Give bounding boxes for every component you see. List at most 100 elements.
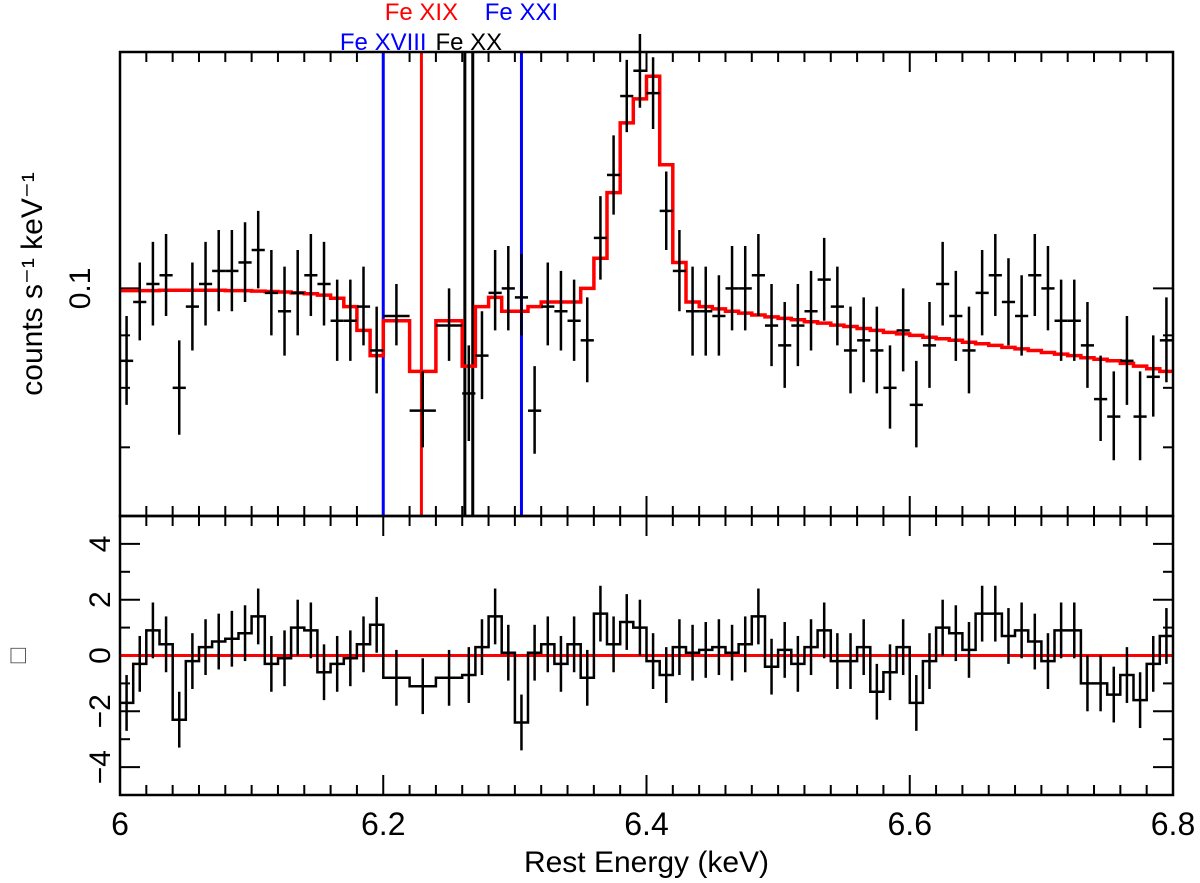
data-point [633,34,647,108]
data-point [409,371,436,448]
data-point [659,171,673,251]
ion-marker-label: Fe XIX [385,0,458,26]
residual-y-axis-label: □ [2,647,32,663]
data-point [567,279,581,361]
spectrum-y-axis-label: counts s⁻¹ keV⁻¹ [16,172,49,395]
ion-marker-label: Fe XXI [485,0,558,26]
data-point [699,266,713,356]
data-point [672,230,686,312]
residual-frame [118,514,1175,797]
data-point [1094,355,1108,442]
data-point [685,266,700,356]
data-point [1133,371,1147,461]
data-point [435,288,463,361]
y-tick-label: 0.1 [64,268,97,310]
data-point [738,245,752,331]
residual-step-curve [120,612,1173,724]
model-step-curve [120,74,1173,374]
data-point [936,241,950,326]
residual-panel: −4 −2 0 2 4 □ 6 6.2 6.4 6.6 6.8 Rest Energy (keV… [2,514,1195,879]
data-point [870,306,884,394]
data-point [120,315,134,405]
data-points [120,34,1173,461]
data-point [1146,335,1160,417]
data-point [541,262,555,346]
data-point [593,196,608,280]
data-point [620,59,634,133]
data-point [488,250,502,331]
data-point [251,210,265,289]
data-point [922,301,937,388]
data-point [1107,371,1121,461]
y-tick-label: −2 [84,694,117,728]
data-point [514,254,529,336]
data-point [383,283,410,346]
data-point [778,301,792,388]
x-tick-labels: 6 6.2 6.4 6.6 6.8 [111,806,1195,842]
data-point [988,233,1002,316]
data-point [764,283,779,367]
data-point [949,270,963,361]
data-point [1041,245,1055,331]
ion-marker-label: Fe XVIII [340,29,427,56]
model-spectrum [120,74,1173,374]
ion-marker-label: Fe XX [435,29,502,56]
x-tick-label: 6.6 [888,806,932,842]
data-point [580,297,594,383]
x-tick-label: 6.8 [1151,806,1195,842]
residual-data [120,585,1173,751]
x-axis-label: Rest Energy (keV) [524,846,769,879]
data-point [817,237,831,321]
y-tick-label: 0 [84,647,117,664]
data-point [343,279,357,361]
data-point [264,250,278,336]
ion-line-markers [381,52,523,516]
data-point [198,241,213,326]
data-point [1080,301,1095,388]
data-point [1054,279,1068,361]
data-point [462,345,476,442]
data-point [370,306,384,394]
data-point [607,135,621,215]
data-point [528,366,542,454]
data-point [291,250,305,336]
x-tick-label: 6 [111,806,129,842]
data-point [896,288,910,372]
data-point [712,275,726,356]
data-point [1001,258,1016,346]
residual-y-tick-labels: −4 −2 0 2 4 [84,536,117,785]
x-tick-label: 6.2 [361,806,405,842]
data-point [962,306,976,394]
data-point [883,345,897,429]
data-point [843,306,858,394]
x-tick-label: 6.4 [624,806,668,842]
data-point [646,57,660,130]
data-point [212,230,226,312]
data-point [225,230,239,312]
data-point [277,266,292,356]
data-point [1015,275,1029,356]
data-point [725,245,739,331]
data-point [159,233,173,316]
data-point [304,233,318,316]
data-point [1159,297,1173,383]
data-point [501,245,515,331]
data-point [751,233,765,316]
spectrum-panel: counts s⁻¹ keV⁻¹ 0.1 Fe XVIII Fe XIX Fe XX… [16,0,1175,518]
data-point [857,297,871,383]
data-point [909,360,923,448]
spectrum-ticks [119,52,1174,516]
data-point [330,279,344,361]
data-point [475,311,489,400]
spectrum-y-tick-labels: 0.1 [64,268,97,310]
y-tick-label: −4 [84,750,117,784]
data-point [830,266,844,346]
data-point [133,262,147,341]
spectrum-frame [118,50,1175,518]
data-point [1028,233,1042,316]
data-point [146,241,160,326]
data-point [554,270,568,351]
ion-line-labels: Fe XVIII Fe XIX Fe XX Fe XXI [340,0,558,56]
data-point [317,241,331,326]
